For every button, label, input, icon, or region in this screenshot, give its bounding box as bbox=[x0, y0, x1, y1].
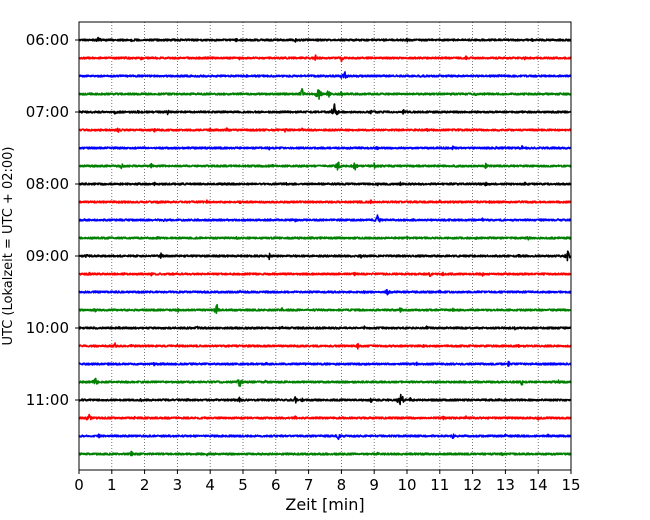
x-tick-label: 5 bbox=[238, 476, 248, 494]
trace-0945 bbox=[78, 303, 572, 314]
x-tick-label: 4 bbox=[205, 476, 215, 494]
trace-0615 bbox=[78, 54, 572, 63]
x-tick-label: 6 bbox=[271, 476, 281, 494]
y-tick-label: 10:00 bbox=[26, 319, 69, 337]
traces bbox=[78, 36, 572, 457]
x-tick-label: 12 bbox=[463, 476, 482, 494]
y-tick-label: 07:00 bbox=[26, 103, 69, 121]
x-tick-label: 1 bbox=[107, 476, 117, 494]
trace-0645 bbox=[78, 87, 572, 100]
y-axis-label: UTC (Lokalzeit = UTC + 02:00) bbox=[1, 147, 16, 346]
y-axis-ticks: 06:00 07:00 08:00 09:00 10:00 11:00 bbox=[26, 31, 79, 409]
trace-0715 bbox=[78, 127, 572, 133]
trace-1115 bbox=[78, 413, 572, 421]
trace-0845 bbox=[78, 235, 572, 241]
trace-1145 bbox=[78, 450, 572, 457]
trace-0815 bbox=[78, 199, 572, 205]
x-axis-label: Zeit [min] bbox=[285, 495, 364, 514]
trace-0915 bbox=[78, 271, 572, 277]
x-axis-ticks: 0 1 2 3 4 5 6 7 8 9 10 11 12 13 14 15 bbox=[74, 470, 581, 494]
x-tick-label: 11 bbox=[430, 476, 449, 494]
trace-0745 bbox=[78, 161, 572, 171]
trace-1015 bbox=[78, 342, 572, 350]
x-tick-label: 9 bbox=[369, 476, 379, 494]
trace-1130 bbox=[78, 433, 572, 441]
x-tick-label: 14 bbox=[529, 476, 548, 494]
trace-1045 bbox=[78, 377, 572, 387]
trace-1030 bbox=[78, 360, 572, 367]
trace-0730 bbox=[78, 145, 572, 151]
trace-1100 bbox=[78, 393, 572, 406]
x-tick-label: 13 bbox=[496, 476, 515, 494]
y-tick-label: 09:00 bbox=[26, 247, 69, 265]
grid bbox=[111, 22, 539, 470]
trace-0930 bbox=[78, 288, 572, 296]
x-tick-label: 15 bbox=[561, 476, 580, 494]
y-tick-label: 11:00 bbox=[26, 391, 69, 409]
trace-0800 bbox=[78, 181, 572, 187]
x-tick-label: 0 bbox=[74, 476, 84, 494]
plot-frame bbox=[78, 21, 572, 471]
x-tick-label: 2 bbox=[140, 476, 150, 494]
y-tick-label: 06:00 bbox=[26, 31, 69, 49]
x-tick-label: 8 bbox=[337, 476, 347, 494]
trace-0830 bbox=[78, 214, 572, 223]
trace-0900 bbox=[78, 250, 572, 262]
trace-0600 bbox=[78, 36, 572, 43]
trace-0700 bbox=[78, 103, 572, 116]
x-tick-label: 7 bbox=[304, 476, 314, 494]
x-tick-label: 3 bbox=[173, 476, 183, 494]
trace-0630 bbox=[78, 71, 572, 79]
trace-1000 bbox=[78, 325, 572, 331]
x-tick-label: 10 bbox=[397, 476, 416, 494]
y-tick-label: 08:00 bbox=[26, 175, 69, 193]
